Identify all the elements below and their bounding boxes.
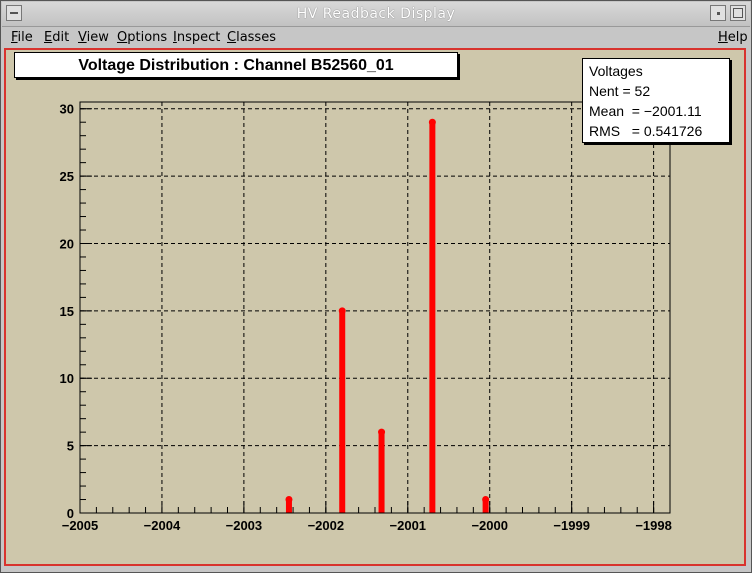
stats-rms: RMS = 0.541726 [589, 123, 703, 139]
bar-cap [378, 428, 386, 436]
menu-classes[interactable]: Classes [227, 30, 276, 45]
bar-cap [428, 118, 436, 126]
menu-edit[interactable]: Edit [44, 30, 70, 45]
menu-help[interactable]: Help [718, 30, 748, 45]
x-tick-label: −2002 [308, 518, 345, 533]
histogram-bar [339, 310, 346, 513]
window-title: HV Readback Display [296, 6, 456, 22]
x-tick-label: −2000 [471, 518, 508, 533]
y-tick-label: 0 [67, 506, 74, 521]
histogram-bar [429, 122, 436, 514]
histogram-bar [378, 432, 385, 513]
bar-cap [482, 496, 490, 504]
axis-labels: −2005 −2004 −2003 −2002 −2001 −2000 −1999 −1998… [60, 102, 672, 533]
menu-bar: File Edit View Options Inspect Classes H… [2, 27, 750, 49]
y-tick-label: 30 [60, 102, 74, 117]
x-tick-label: −1999 [553, 518, 590, 533]
stats-mean: Mean = −2001.11 [589, 103, 702, 119]
plot-area [80, 102, 670, 513]
bar-cap [285, 496, 293, 504]
x-tick-label: −2005 [62, 518, 99, 533]
histogram-bar [285, 499, 292, 513]
stats-name: Voltages [589, 63, 643, 79]
menu-file[interactable]: File [11, 30, 33, 45]
chart-title[interactable]: Voltage Distribution : Channel B52560_01 [14, 52, 458, 78]
x-tick-label: −2001 [390, 518, 427, 533]
minimize-icon[interactable] [710, 5, 726, 21]
menu-inspect[interactable]: Inspect [173, 30, 221, 45]
y-tick-label: 15 [60, 304, 74, 319]
x-tick-label: −2003 [226, 518, 263, 533]
stats-box[interactable]: Voltages Nent = 52 Mean = −2001.11 RMS =… [582, 58, 730, 143]
bar-cap [338, 307, 346, 315]
x-tick-label: −1998 [635, 518, 672, 533]
grid-lines [80, 102, 670, 513]
maximize-icon[interactable] [730, 5, 746, 21]
y-tick-label: 25 [60, 169, 74, 184]
window-menu-icon[interactable] [6, 5, 22, 21]
y-tick-label: 20 [60, 236, 74, 251]
data-bars [285, 118, 490, 514]
menu-options[interactable]: Options [117, 30, 168, 45]
histogram-bar [482, 499, 489, 513]
y-tick-label: 10 [60, 371, 74, 386]
y-tick-label: 5 [67, 439, 74, 454]
plot-frame [79, 101, 671, 514]
menu-view[interactable]: View [78, 30, 109, 45]
title-bar[interactable]: HV Readback Display [2, 2, 750, 27]
x-tick-label: −2004 [144, 518, 181, 533]
stats-entries: Nent = 52 [589, 83, 651, 99]
